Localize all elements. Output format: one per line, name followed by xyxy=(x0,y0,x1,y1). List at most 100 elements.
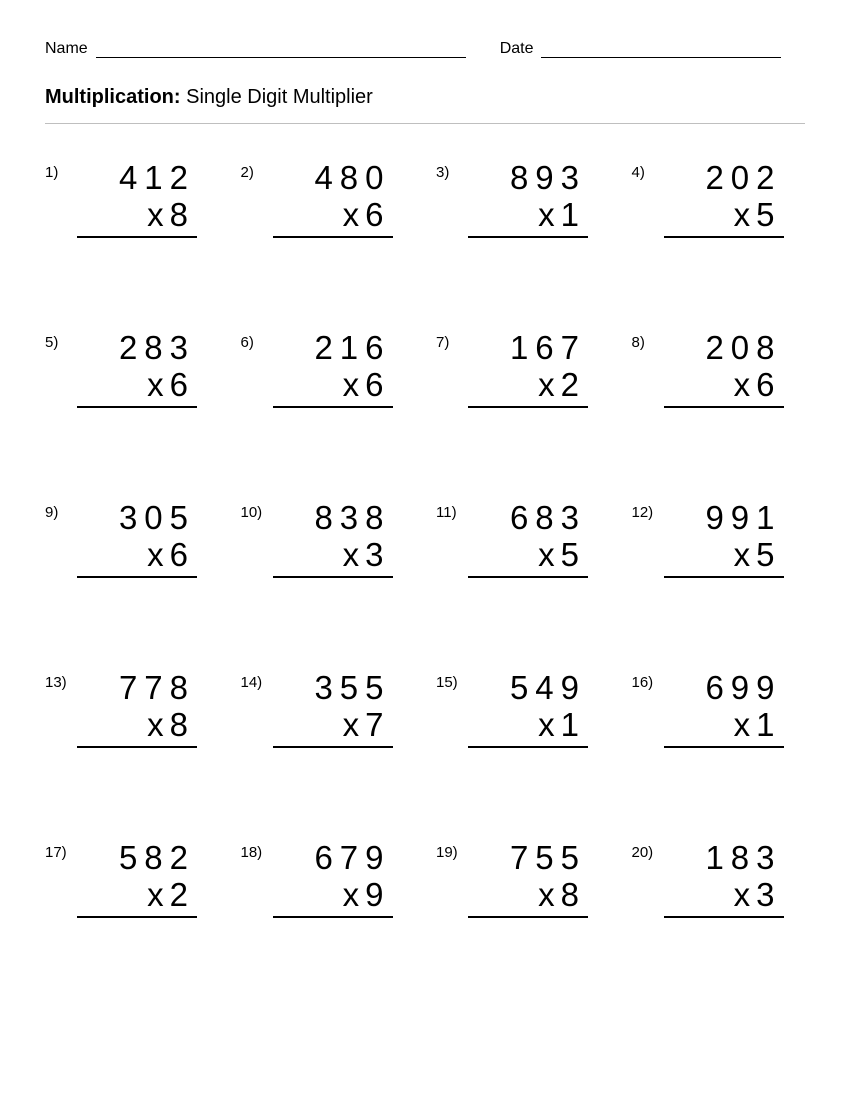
multiplier: 7 xyxy=(365,706,390,743)
multiplier-row: x3 xyxy=(273,537,393,578)
problem: 15) 549x1 xyxy=(436,670,610,748)
multiplicand: 305 xyxy=(77,500,197,537)
times-operator: x xyxy=(147,876,170,913)
times-operator: x xyxy=(343,536,366,573)
multiplier: 9 xyxy=(365,876,390,913)
multiplier: 8 xyxy=(170,196,195,233)
multiplicand: 183 xyxy=(664,840,784,877)
times-operator: x xyxy=(147,706,170,743)
problem: 8)208x6 xyxy=(632,330,806,408)
multiplier: 8 xyxy=(561,876,586,913)
multiplication-block: 480x6 xyxy=(273,160,393,238)
multiplication-block: 208x6 xyxy=(664,330,784,408)
times-operator: x xyxy=(343,706,366,743)
times-operator: x xyxy=(343,876,366,913)
times-operator: x xyxy=(538,196,561,233)
multiplier-row: x8 xyxy=(468,877,588,918)
problem-number: 10) xyxy=(241,500,267,521)
problem-number: 19) xyxy=(436,840,462,861)
multiplier: 1 xyxy=(561,196,586,233)
multiplier: 5 xyxy=(756,536,781,573)
multiplier: 6 xyxy=(170,536,195,573)
multiplication-block: 549x1 xyxy=(468,670,588,748)
multiplicand: 679 xyxy=(273,840,393,877)
times-operator: x xyxy=(734,706,757,743)
multiplicand: 893 xyxy=(468,160,588,197)
times-operator: x xyxy=(147,366,170,403)
problem-number: 1) xyxy=(45,160,71,181)
multiplier-row: x6 xyxy=(664,367,784,408)
times-operator: x xyxy=(538,876,561,913)
multiplicand: 208 xyxy=(664,330,784,367)
date-blank[interactable] xyxy=(541,40,781,58)
multiplication-block: 216x6 xyxy=(273,330,393,408)
multiplication-block: 412x8 xyxy=(77,160,197,238)
title-rest: Single Digit Multiplier xyxy=(181,86,373,108)
multiplier-row: x5 xyxy=(664,537,784,578)
problem-number: 20) xyxy=(632,840,658,861)
multiplier: 3 xyxy=(365,536,390,573)
problem-number: 6) xyxy=(241,330,267,351)
times-operator: x xyxy=(734,876,757,913)
multiplier-row: x1 xyxy=(468,197,588,238)
problem: 3) 893x1 xyxy=(436,160,610,238)
multiplier-row: x2 xyxy=(468,367,588,408)
times-operator: x xyxy=(538,536,561,573)
problem-number: 13) xyxy=(45,670,71,691)
problem: 20) 183x3 xyxy=(632,840,806,918)
problem: 6) 216x6 xyxy=(241,330,415,408)
times-operator: x xyxy=(147,536,170,573)
multiplier-row: x1 xyxy=(664,707,784,748)
multiplicand: 991 xyxy=(664,500,784,537)
multiplication-block: 167x2 xyxy=(468,330,588,408)
problem-number: 18) xyxy=(241,840,267,861)
multiplicand: 778 xyxy=(77,670,197,707)
header-row: Name Date xyxy=(45,40,805,58)
multiplier-row: x6 xyxy=(273,367,393,408)
multiplicand: 480 xyxy=(273,160,393,197)
multiplicand: 699 xyxy=(664,670,784,707)
multiplier: 1 xyxy=(561,706,586,743)
multiplication-block: 755x8 xyxy=(468,840,588,918)
name-blank[interactable] xyxy=(96,40,466,58)
problem-number: 4) xyxy=(632,160,658,181)
multiplier: 6 xyxy=(756,366,781,403)
worksheet-page: Name Date Multiplication: Single Digit M… xyxy=(0,0,850,1100)
multiplier-row: x9 xyxy=(273,877,393,918)
times-operator: x xyxy=(343,366,366,403)
problem: 17)582x2 xyxy=(45,840,219,918)
multiplication-block: 183x3 xyxy=(664,840,784,918)
problem: 13) 778x8 xyxy=(45,670,219,748)
problem: 11)683x5 xyxy=(436,500,610,578)
problem: 5)283x6 xyxy=(45,330,219,408)
multiplier: 1 xyxy=(756,706,781,743)
multiplication-block: 778x8 xyxy=(77,670,197,748)
multiplier-row: x7 xyxy=(273,707,393,748)
multiplication-block: 582x2 xyxy=(77,840,197,918)
problem-number: 16) xyxy=(632,670,658,691)
multiplicand: 838 xyxy=(273,500,393,537)
problem-number: 2) xyxy=(241,160,267,181)
multiplier: 2 xyxy=(170,876,195,913)
problem: 2) 480x6 xyxy=(241,160,415,238)
multiplicand: 167 xyxy=(468,330,588,367)
problem-number: 3) xyxy=(436,160,462,181)
times-operator: x xyxy=(734,536,757,573)
multiplication-block: 202x5 xyxy=(664,160,784,238)
problem-number: 15) xyxy=(436,670,462,691)
times-operator: x xyxy=(147,196,170,233)
times-operator: x xyxy=(538,366,561,403)
multiplier: 3 xyxy=(756,876,781,913)
multiplier: 5 xyxy=(756,196,781,233)
times-operator: x xyxy=(734,366,757,403)
worksheet-title: Multiplication: Single Digit Multiplier xyxy=(45,86,805,109)
name-label: Name xyxy=(45,40,88,58)
times-operator: x xyxy=(343,196,366,233)
multiplier-row: x6 xyxy=(77,537,197,578)
problem: 16) 699x1 xyxy=(632,670,806,748)
problem: 1) 412x8 xyxy=(45,160,219,238)
multiplication-block: 679x9 xyxy=(273,840,393,918)
multiplicand: 355 xyxy=(273,670,393,707)
problem-number: 11) xyxy=(436,500,462,521)
problem: 14)355x7 xyxy=(241,670,415,748)
